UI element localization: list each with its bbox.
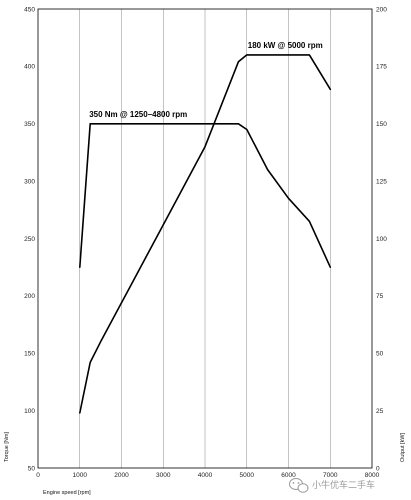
y-left-tick-label: 400 — [24, 64, 35, 71]
y-left-tick-label: 150 — [24, 351, 35, 358]
y-left-tick-labels: 50 100 150 200 250 300 350 400 450 — [24, 6, 35, 472]
x-tick-label: 4000 — [198, 472, 213, 479]
y-left-tick-label: 250 — [24, 236, 35, 243]
plot-frame — [37, 8, 373, 469]
y-right-tick-label: 25 — [376, 408, 384, 415]
annotations: 350 Nm @ 1250–4800 rpm 180 kW @ 5000 rpm — [89, 41, 323, 119]
y-right-tick-label: 75 — [376, 293, 384, 300]
y-left-tick-label: 350 — [24, 121, 35, 128]
y-right-tick-label: 150 — [376, 121, 387, 128]
x-tick-label: 1000 — [73, 472, 88, 479]
output-line — [79, 54, 332, 414]
y-left-tick-label: 200 — [24, 293, 35, 300]
watermark: 小牛优车二手车 — [289, 478, 375, 493]
y-left-tick-label: 300 — [24, 178, 35, 185]
series-lines — [79, 54, 332, 414]
y-right-tick-labels: 0 25 50 75 100 125 150 175 200 — [376, 6, 387, 472]
x-tick-labels: 0 1000 2000 3000 4000 5000 6000 7000 8000 — [36, 472, 379, 479]
wechat-icon — [289, 478, 309, 493]
grid — [79, 9, 331, 468]
x-tick-label: 0 — [36, 472, 40, 479]
x-tick-label: 8000 — [365, 472, 380, 479]
watermark-text: 小牛优车二手车 — [312, 479, 375, 491]
y-left-tick-label: 450 — [24, 6, 35, 13]
torque-annotation: 350 Nm @ 1250–4800 rpm — [89, 110, 187, 119]
y-left-tick-label: 100 — [24, 408, 35, 415]
x-tick-label: 7000 — [323, 472, 338, 479]
y-right-tick-label: 50 — [376, 351, 384, 358]
x-axis-title: Engine speed [rpm] — [43, 490, 91, 496]
output-annotation: 180 kW @ 5000 rpm — [248, 41, 323, 50]
x-tick-label: 5000 — [240, 472, 255, 479]
y-right-tick-label: 175 — [376, 64, 387, 71]
x-tick-label: 2000 — [114, 472, 129, 479]
y-right-tick-label: 100 — [376, 236, 387, 243]
y-left-tick-label: 50 — [28, 465, 36, 472]
x-tick-label: 3000 — [156, 472, 171, 479]
y-right-tick-label: 125 — [376, 178, 387, 185]
torque-line — [79, 123, 332, 269]
y-left-axis-title: Torque [Nm] — [4, 432, 10, 462]
x-tick-label: 6000 — [281, 472, 296, 479]
y-right-axis-title: Output [kW] — [400, 432, 406, 462]
y-right-tick-label: 200 — [376, 6, 387, 13]
y-right-tick-label: 0 — [376, 465, 380, 472]
